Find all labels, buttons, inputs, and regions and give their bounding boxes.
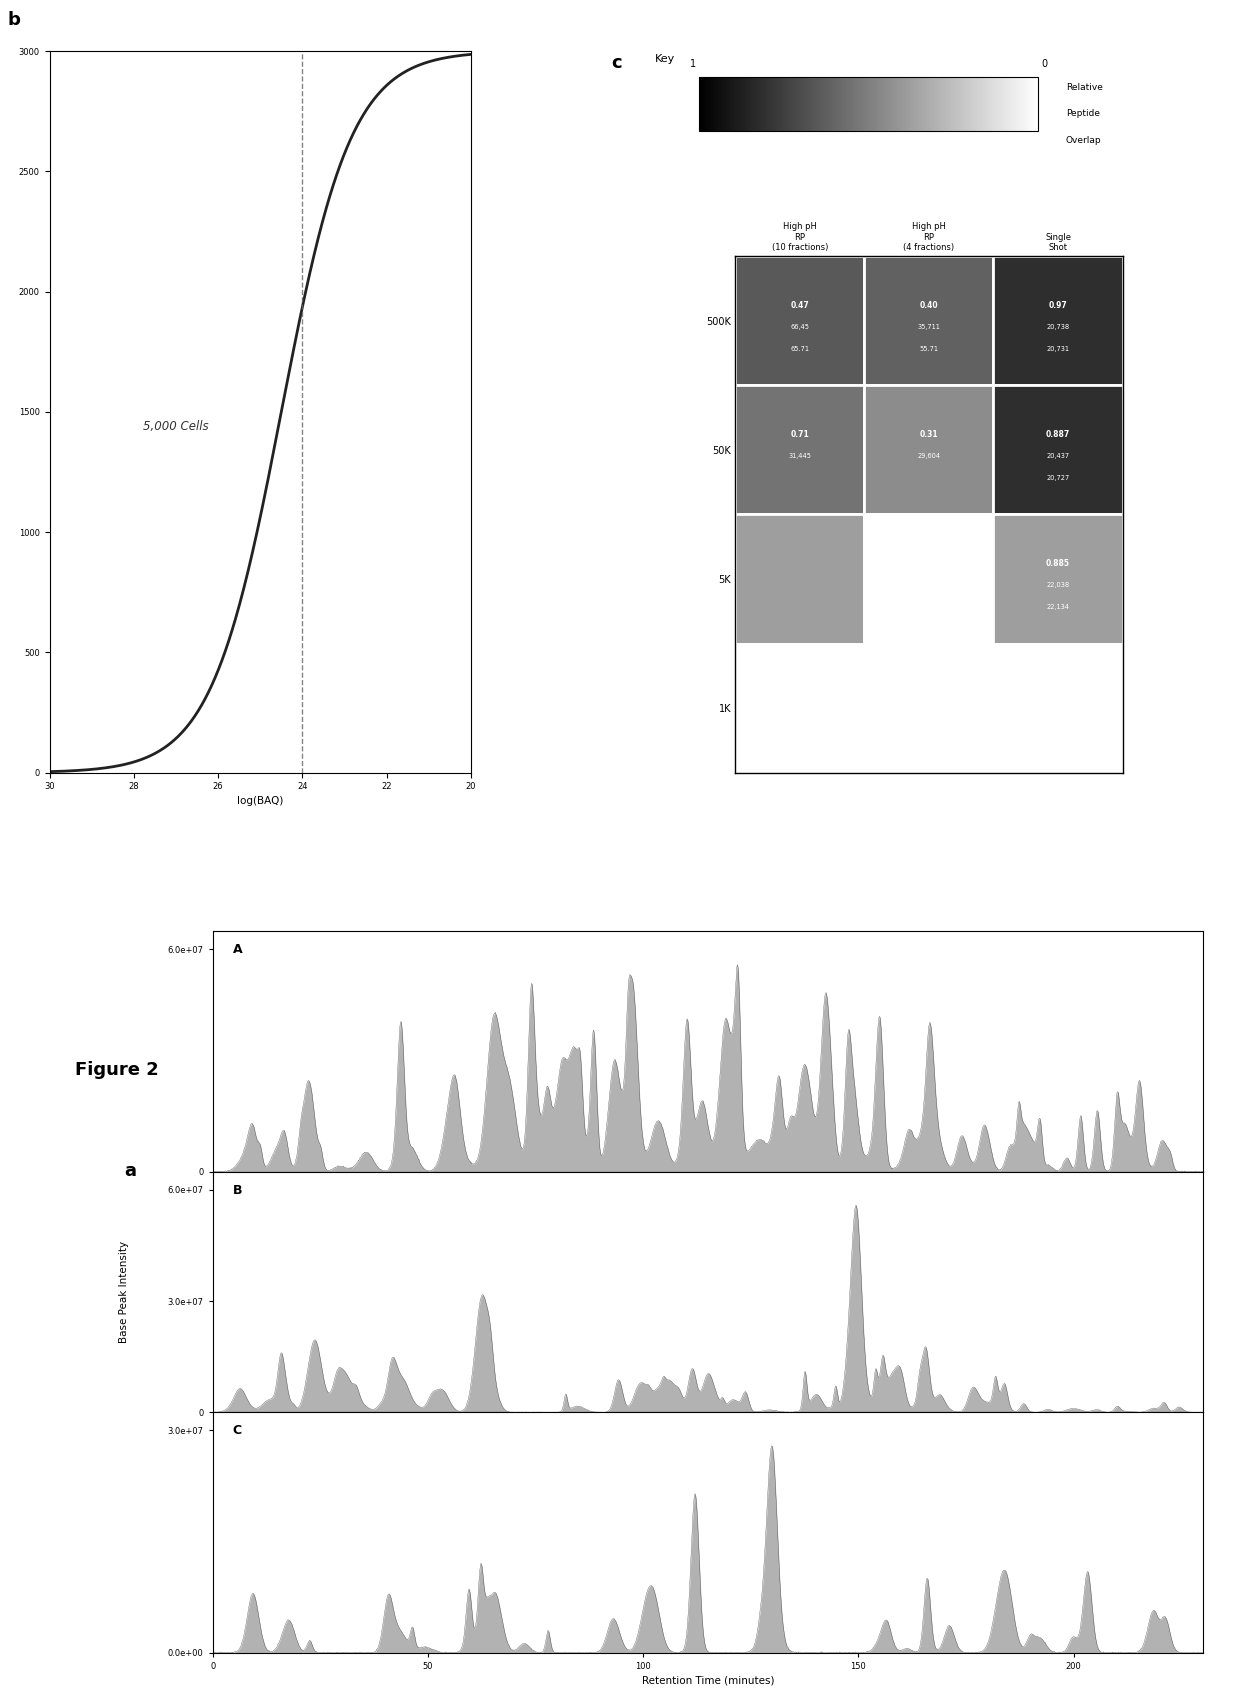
Text: Figure 2: Figure 2: [76, 1062, 159, 1079]
Text: 20,731: 20,731: [1047, 346, 1070, 353]
Text: 55.71: 55.71: [919, 346, 939, 353]
Text: 0.31: 0.31: [920, 429, 939, 440]
Text: 20,727: 20,727: [1047, 475, 1070, 481]
Bar: [993, 256, 1122, 385]
Text: 66,45: 66,45: [790, 324, 810, 331]
Text: 0.71: 0.71: [790, 429, 810, 440]
Text: Key: Key: [655, 55, 676, 65]
Text: 20,437: 20,437: [1047, 453, 1070, 460]
Text: B: B: [233, 1184, 242, 1196]
Bar: [864, 644, 993, 772]
Text: 22,038: 22,038: [1047, 583, 1070, 588]
Bar: [735, 515, 864, 644]
Text: b: b: [7, 12, 20, 29]
Bar: [993, 385, 1122, 515]
Text: C: C: [233, 1425, 242, 1438]
Bar: [864, 256, 993, 385]
Text: Overlap: Overlap: [1066, 136, 1101, 145]
Text: Peptide: Peptide: [1066, 109, 1100, 118]
Bar: [993, 644, 1122, 772]
Text: Relative: Relative: [1066, 83, 1102, 92]
X-axis label: Retention Time (minutes): Retention Time (minutes): [641, 1675, 774, 1685]
Text: A: A: [233, 944, 242, 956]
Text: a: a: [124, 1162, 136, 1181]
Text: 20,738: 20,738: [1047, 324, 1070, 331]
Text: 65.71: 65.71: [790, 346, 810, 353]
Text: 0.887: 0.887: [1045, 429, 1070, 440]
Bar: [735, 644, 864, 772]
Bar: [864, 385, 993, 515]
Text: 22,134: 22,134: [1047, 605, 1070, 610]
Bar: [699, 77, 1038, 131]
Text: 35,711: 35,711: [918, 324, 940, 331]
Text: 0.47: 0.47: [790, 302, 810, 310]
Text: 5,000 Cells: 5,000 Cells: [143, 419, 208, 433]
Y-axis label: Base Peak Intensity: Base Peak Intensity: [119, 1241, 129, 1343]
Bar: [735, 385, 864, 515]
Text: 0.885: 0.885: [1047, 559, 1070, 567]
Text: 0: 0: [1040, 58, 1047, 68]
Text: c: c: [611, 55, 622, 72]
Text: 29,604: 29,604: [918, 453, 940, 460]
Bar: [735, 256, 864, 385]
Bar: [993, 515, 1122, 644]
Text: 31,445: 31,445: [789, 453, 811, 460]
X-axis label: log(BAQ): log(BAQ): [237, 796, 284, 806]
Bar: [864, 515, 993, 644]
Text: 1: 1: [691, 58, 697, 68]
Text: 0.97: 0.97: [1049, 302, 1068, 310]
Text: 0.40: 0.40: [920, 302, 939, 310]
